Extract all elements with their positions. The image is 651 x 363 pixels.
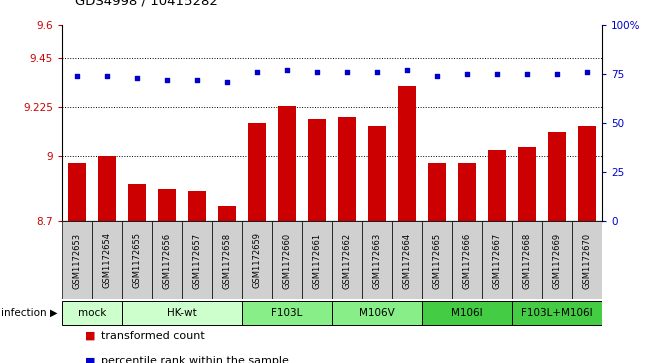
Text: GSM1172663: GSM1172663 xyxy=(372,232,381,289)
Point xyxy=(492,72,503,77)
Bar xyxy=(98,156,116,221)
Bar xyxy=(548,132,566,221)
Bar xyxy=(338,117,356,221)
Text: GDS4998 / 10415282: GDS4998 / 10415282 xyxy=(75,0,217,7)
Point xyxy=(342,70,352,76)
Text: F103L+M106I: F103L+M106I xyxy=(521,307,593,318)
Point xyxy=(252,70,262,76)
Bar xyxy=(128,184,146,221)
Point xyxy=(132,76,142,81)
Point xyxy=(282,68,292,73)
Text: GSM1172669: GSM1172669 xyxy=(553,232,562,289)
Bar xyxy=(242,221,272,299)
Bar xyxy=(332,301,422,325)
Bar xyxy=(452,221,482,299)
Bar xyxy=(368,126,386,221)
Text: GSM1172661: GSM1172661 xyxy=(312,232,322,289)
Bar xyxy=(482,221,512,299)
Bar xyxy=(68,163,86,221)
Text: GSM1172667: GSM1172667 xyxy=(493,232,502,289)
Bar xyxy=(182,221,212,299)
Bar xyxy=(278,106,296,221)
Point xyxy=(222,79,232,85)
Bar xyxy=(62,221,92,299)
Bar xyxy=(152,221,182,299)
Point xyxy=(582,70,592,76)
Text: infection: infection xyxy=(1,308,47,318)
Bar xyxy=(578,126,596,221)
Text: F103L: F103L xyxy=(271,307,303,318)
Bar xyxy=(272,221,302,299)
Bar xyxy=(422,301,512,325)
Text: ■: ■ xyxy=(85,356,95,363)
Text: GSM1172660: GSM1172660 xyxy=(283,232,292,289)
Point xyxy=(72,73,82,79)
Bar xyxy=(572,221,602,299)
Point xyxy=(312,70,322,76)
Text: mock: mock xyxy=(77,307,106,318)
Text: GSM1172668: GSM1172668 xyxy=(523,232,532,289)
Bar xyxy=(188,191,206,221)
Bar xyxy=(518,147,536,221)
Text: GSM1172657: GSM1172657 xyxy=(193,232,201,289)
Point xyxy=(161,77,172,83)
Point xyxy=(552,72,562,77)
Bar xyxy=(158,189,176,221)
Bar xyxy=(218,206,236,221)
Text: percentile rank within the sample: percentile rank within the sample xyxy=(101,356,289,363)
Bar xyxy=(392,221,422,299)
Bar xyxy=(248,123,266,221)
Text: GSM1172653: GSM1172653 xyxy=(72,232,81,289)
Point xyxy=(432,73,442,79)
Point xyxy=(402,68,412,73)
Text: transformed count: transformed count xyxy=(101,331,204,341)
Bar xyxy=(488,150,506,221)
Text: GSM1172659: GSM1172659 xyxy=(253,232,262,289)
Bar xyxy=(122,301,242,325)
Text: GSM1172666: GSM1172666 xyxy=(463,232,471,289)
Bar xyxy=(122,221,152,299)
Text: M106I: M106I xyxy=(451,307,483,318)
Bar xyxy=(512,301,602,325)
Point xyxy=(102,73,112,79)
Bar xyxy=(542,221,572,299)
Point xyxy=(522,72,533,77)
Text: GSM1172655: GSM1172655 xyxy=(132,232,141,289)
Bar xyxy=(92,221,122,299)
Bar xyxy=(308,119,326,221)
Point xyxy=(462,72,473,77)
Text: HK-wt: HK-wt xyxy=(167,307,197,318)
Text: ▶: ▶ xyxy=(50,308,58,318)
Text: GSM1172670: GSM1172670 xyxy=(583,232,592,289)
Bar xyxy=(428,163,446,221)
Bar xyxy=(242,301,332,325)
Text: GSM1172664: GSM1172664 xyxy=(402,232,411,289)
Bar xyxy=(398,86,416,221)
Text: GSM1172665: GSM1172665 xyxy=(432,232,441,289)
Bar xyxy=(362,221,392,299)
Text: GSM1172654: GSM1172654 xyxy=(102,232,111,289)
Point xyxy=(191,77,202,83)
Text: M106V: M106V xyxy=(359,307,395,318)
Text: ■: ■ xyxy=(85,331,95,341)
Bar xyxy=(302,221,332,299)
Bar xyxy=(512,221,542,299)
Point xyxy=(372,70,382,76)
Text: GSM1172662: GSM1172662 xyxy=(342,232,352,289)
Text: GSM1172658: GSM1172658 xyxy=(223,232,232,289)
Bar xyxy=(212,221,242,299)
Bar xyxy=(332,221,362,299)
Bar xyxy=(422,221,452,299)
Bar xyxy=(458,163,476,221)
Text: GSM1172656: GSM1172656 xyxy=(162,232,171,289)
Bar xyxy=(62,301,122,325)
